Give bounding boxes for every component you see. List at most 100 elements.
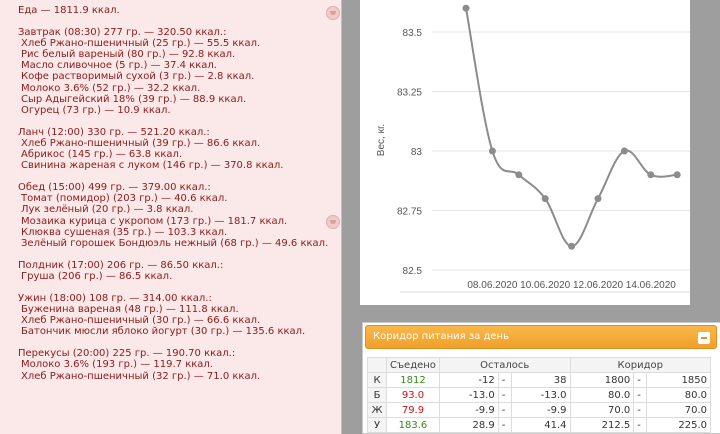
corridor-eaten-value: 93.0 (386, 387, 440, 403)
meal-item: Хлеб Ржано-пшеничный (39 гр.) — 86.6 кка… (21, 137, 261, 149)
meal-header: Ланч (12:00) 330 гр. — 521.20 ккал.: (18, 126, 210, 138)
collapse-minus-icon[interactable] (698, 332, 710, 344)
corridor-left-min: -13.0 (438, 387, 499, 403)
corridor-range-sep: - (633, 372, 648, 388)
meal-item: Томат (помидор) (203 гр.) — 40.6 ккал. (21, 193, 228, 205)
meal-item: Сыр Адыгейский 18% (39 гр.) — 88.9 ккал. (21, 93, 247, 105)
corridor-left-max: -9.9 (510, 402, 571, 418)
meal-block: Ужин (18:00) 108 гр. — 314.00 ккал.: Буже… (18, 293, 336, 337)
meal-item: Хлеб Ржано-пшеничный (30 гр.) — 66.6 кка… (21, 315, 261, 327)
meal-block: Обед (15:00) 499 гр. — 379.00 ккал.: Тома… (18, 182, 336, 249)
corridor-col-range: Коридор (569, 357, 711, 373)
weight-data-point[interactable] (594, 195, 602, 203)
scroll-down-icon[interactable] (326, 215, 340, 229)
meal-item: Хлеб Ржано-пшеничный (25 гр.) — 55.5 кка… (21, 38, 261, 50)
meal-item: Рис белый вареный (80 гр.) — 92.8 ккал. (21, 49, 236, 61)
corridor-row-key: Ж (367, 402, 387, 418)
corridor-range-min: 70.0 (569, 402, 635, 418)
meal-item: Груша (206 гр.) — 86.5 ккал. (21, 270, 173, 282)
corridor-range-min: 212.5 (569, 417, 635, 433)
corridor-row-key: К (367, 372, 387, 388)
corridor-range-max: 225.0 (646, 417, 711, 433)
meal-item: Лук зелёный (20 гр.) — 3.8 ккал. (21, 204, 194, 216)
corridor-row-key: У (367, 417, 387, 433)
meal-item: Кофе растворимый сухой (3 гр.) — 2.8 кка… (21, 71, 255, 83)
meal-item: Абрикос (145 гр.) — 63.8 ккал. (21, 149, 183, 161)
weight-data-point[interactable] (647, 171, 655, 179)
food-total: Еда — 1811.9 ккал. (18, 5, 120, 16)
corridor-header[interactable]: Коридор питания за день (365, 325, 717, 349)
meal-item: Мозаика курица с укропом (173 гр.) — 181… (21, 215, 288, 227)
corridor-col-key (367, 357, 387, 373)
weight-data-point[interactable] (620, 147, 628, 155)
x-tick-label: 12.06.2020 (573, 280, 623, 291)
weight-data-point[interactable] (568, 242, 576, 250)
corridor-eaten-value: 1812 (386, 372, 440, 388)
corridor-range-max: 70.0 (646, 402, 711, 418)
meal-item: Огурец (73 гр.) — 10.9 ккал. (21, 104, 171, 116)
corridor-table: Съедено Осталось Коридор К 1812 -12-38 1800… (367, 357, 711, 433)
corridor-left-sep: - (497, 387, 512, 403)
y-tick-label: 82.75 (397, 207, 422, 218)
meal-item: Молоко 3.6% (193 гр.) — 119.7 ккал. (21, 359, 213, 371)
weight-data-point[interactable] (462, 4, 470, 12)
corridor-eaten-value: 79.9 (386, 402, 440, 418)
y-tick-label: 83.25 (397, 88, 422, 99)
corridor-row: Ж 79.9 -9.9- -9.9 70.0-70.0 (367, 402, 711, 418)
corridor-range-sep: - (633, 417, 648, 433)
corridor-range-max: 1850 (646, 372, 711, 388)
corridor-left-min: -9.9 (438, 402, 499, 418)
food-log-panel: Еда — 1811.9 ккал. Завтрак (08:30) 277 г… (0, 0, 342, 434)
right-scroll-strip (690, 0, 720, 320)
corridor-left-max: 41.4 (510, 417, 571, 433)
food-log-text: Еда — 1811.9 ккал. Завтрак (08:30) 277 г… (18, 5, 336, 393)
meal-block: Перекусы (20:00) 225 гр. — 190.70 ккал.:… (18, 348, 336, 381)
x-tick-label: 08.06.2020 (467, 280, 517, 291)
corridor-row: Б 93.0 -13.0- -13.0 80.0-80.0 (367, 387, 711, 403)
weight-data-point[interactable] (541, 195, 549, 203)
corridor-left-sep: - (497, 402, 512, 418)
scroll-up-icon[interactable] (326, 6, 340, 20)
meal-item: Масло сливочное (5 гр.) — 37.4 ккал. (21, 60, 217, 72)
nutrition-corridor-panel: Коридор питания за день Съедено Осталось… (362, 322, 720, 434)
meal-item: Молоко 3.6% (52 гр.) — 32.2 ккал. (21, 82, 201, 94)
meal-header: Перекусы (20:00) 225 гр. — 190.70 ккал.: (18, 348, 236, 360)
meal-item: Свинина жареная с луком (146 гр.) — 370.… (21, 160, 284, 172)
corridor-table-header: Съедено Осталось Коридор (367, 357, 711, 373)
meal-item: Клюква сушеная (35 гр.) — 103.3 ккал. (21, 226, 228, 238)
corridor-range-sep: - (633, 402, 648, 418)
corridor-left-min: 28.9 (438, 417, 499, 433)
meal-block: Ланч (12:00) 330 гр. — 521.20 ккал.: Хлеб… (18, 127, 336, 171)
corridor-range-min: 1800 (569, 372, 635, 388)
meal-item: Зелёный горошек Бондюэль нежный (68 гр.)… (21, 237, 329, 249)
corridor-col-eaten: Съедено (386, 357, 440, 373)
corridor-range-max: 80.0 (646, 387, 711, 403)
corridor-left-min: -12 (438, 372, 499, 388)
weight-data-point[interactable] (515, 171, 523, 179)
corridor-left-sep: - (497, 417, 512, 433)
corridor-row: К 1812 -12-38 1800-1850 (367, 372, 711, 388)
corridor-row-key: Б (367, 387, 387, 403)
weight-data-point[interactable] (673, 171, 681, 179)
meal-header: Обед (15:00) 499 гр. — 379.00 ккал.: (18, 182, 211, 194)
y-tick-label: 83 (411, 147, 423, 158)
weight-chart-svg: Вес, кг. 83.5 83.25 83 82.75 82.5 08.06.2020… (376, 4, 690, 293)
meal-item: Буженина вареная (48 гр.) — 111.8 ккал. (21, 304, 239, 316)
weight-chart: Вес, кг. 83.5 83.25 83 82.75 82.5 08.06.2020… (360, 0, 690, 305)
corridor-range-min: 80.0 (569, 387, 635, 403)
meal-block: Полдник (17:00) 206 гр. — 86.50 ккал.: Гр… (18, 260, 336, 282)
corridor-title: Коридор питания за день (373, 331, 509, 342)
corridor-left-max: -13.0 (510, 387, 571, 403)
y-axis-label: Вес, кг. (376, 124, 387, 156)
meal-item: Батончик мюсли яблоко йогурт (30 гр.) — … (21, 326, 306, 338)
meal-block: Завтрак (08:30) 277 гр. — 320.50 ккал.: Х… (18, 27, 336, 116)
meal-header: Завтрак (08:30) 277 гр. — 320.50 ккал.: (18, 27, 227, 39)
y-tick-label: 83.5 (403, 28, 423, 39)
corridor-eaten-value: 183.6 (386, 417, 440, 433)
weight-data-point[interactable] (488, 147, 496, 155)
corridor-left-sep: - (497, 372, 512, 388)
meal-item: Хлеб Ржано-пшеничный (32 гр.) — 71.0 кка… (21, 370, 261, 382)
y-tick-label: 82.5 (403, 266, 423, 277)
x-tick-label: 14.06.2020 (626, 280, 676, 291)
meal-header: Полдник (17:00) 206 гр. — 86.50 ккал.: (18, 259, 224, 271)
